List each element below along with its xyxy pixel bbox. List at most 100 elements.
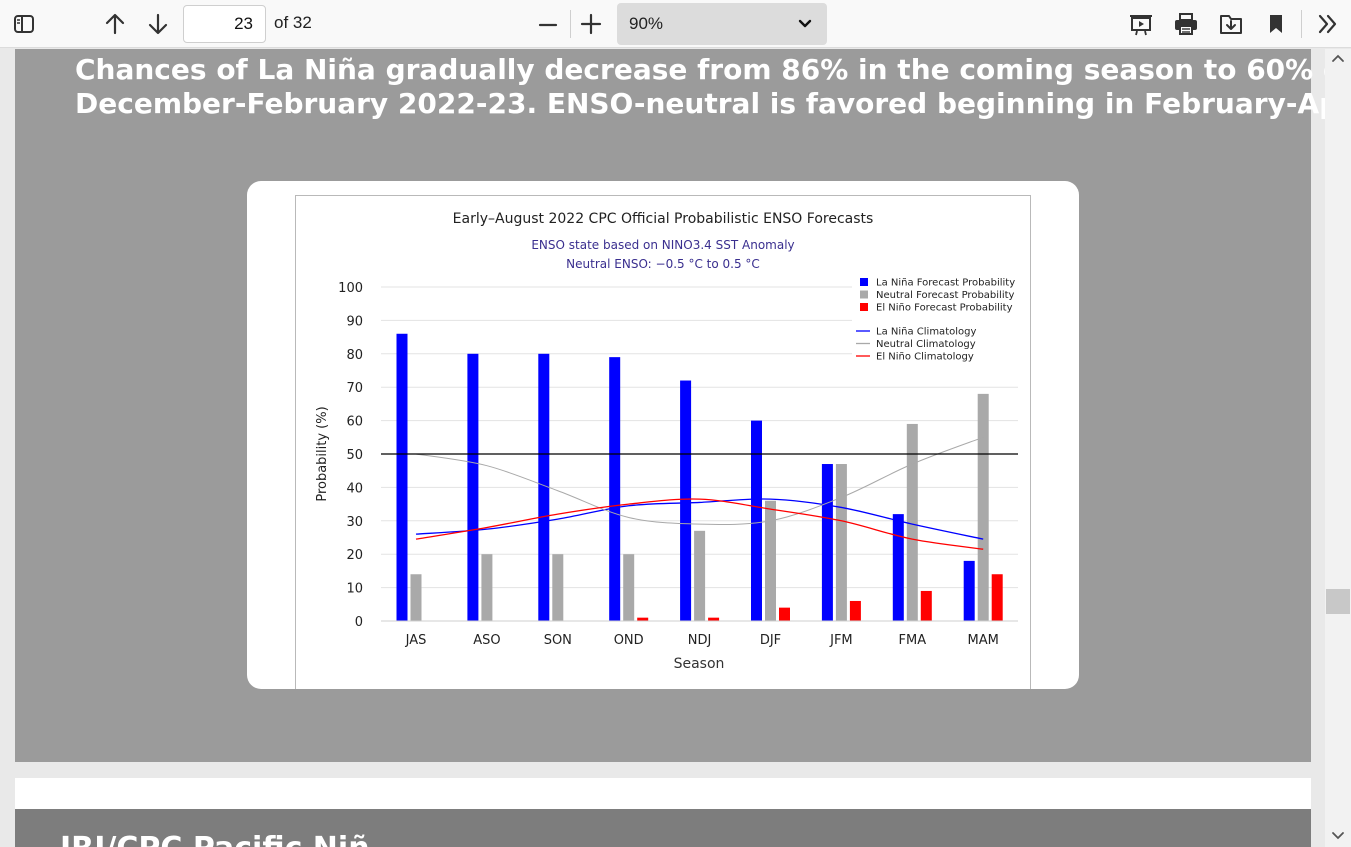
bookmark-button[interactable] (1260, 8, 1292, 40)
climatology-line (415, 498, 984, 540)
legend-label: La Niña Forecast Probability (876, 278, 1015, 289)
bar (835, 464, 847, 621)
y-tick-label: 80 (346, 348, 363, 363)
arrow-down-icon (148, 13, 168, 35)
line-layer (415, 436, 984, 550)
axis-layer: 0 10 20 30 40 50 60 70 80 90 100 JAS ASO SON OND NDJ DJF… (338, 281, 1018, 648)
x-tick-label: MAM (968, 633, 999, 648)
zoom-in-icon (580, 13, 602, 35)
bar (680, 380, 692, 621)
zoom-in-button[interactable] (575, 8, 607, 40)
scroll-up-icon[interactable] (1330, 51, 1346, 67)
zoom-select[interactable]: 90% (617, 3, 827, 45)
enso-forecast-chart: 0 10 20 30 40 50 60 70 80 90 100 JAS ASO SON OND NDJ DJF… (295, 195, 1031, 689)
bar (410, 574, 422, 621)
headline-line-2: December-February 2022-23. ENSO-neutral … (75, 87, 1325, 120)
bar (467, 353, 479, 621)
bar (892, 514, 904, 621)
sidebar-toggle-icon (14, 15, 34, 33)
y-tick-label: 70 (346, 381, 363, 396)
bar-layer (396, 333, 1003, 621)
y-tick-label: 90 (346, 314, 363, 329)
y-tick-label: 60 (346, 415, 363, 430)
legend-label: Neutral Climatology (876, 339, 976, 350)
chevron-down-icon (798, 19, 812, 28)
toolbar-divider (570, 10, 571, 38)
x-tick-label: OND (614, 633, 644, 648)
bar (481, 554, 493, 621)
present-icon (1130, 15, 1152, 36)
slide-headline: Chances of La Niña gradually decrease fr… (75, 53, 1325, 121)
y-axis-label: Probability (%) (315, 406, 330, 501)
y-tick-label: 40 (346, 481, 363, 496)
bar (623, 554, 635, 621)
bar (538, 353, 550, 621)
legend-label: El Niño Forecast Probability (876, 303, 1013, 314)
save-icon (1220, 15, 1242, 34)
legend-label: Neutral Forecast Probability (876, 290, 1015, 301)
chart-subtitle-1: ENSO state based on NINO3.4 SST Anomaly (531, 238, 794, 252)
climatology-line (415, 498, 984, 550)
print-button[interactable] (1170, 8, 1202, 40)
document-viewer[interactable]: Chances of La Niña gradually decrease fr… (0, 49, 1325, 847)
arrow-up-icon (105, 13, 125, 35)
page-number-input[interactable] (183, 5, 266, 43)
next-pdf-page: IRI/CPC Pacific Niñ (15, 778, 1311, 847)
chart-subtitle-2: Neutral ENSO: −0.5 °C to 0.5 °C (566, 257, 760, 271)
legend-background (852, 274, 1020, 360)
bar (849, 600, 861, 621)
y-tick-label: 20 (346, 548, 363, 563)
bar (977, 393, 989, 621)
bar (821, 464, 833, 621)
vertical-scrollbar[interactable] (1325, 49, 1351, 847)
chart-card: 0 10 20 30 40 50 60 70 80 90 100 JAS ASO SON OND NDJ DJF… (247, 181, 1079, 689)
bar (396, 333, 408, 621)
y-tick-label: 30 (346, 515, 363, 530)
pdf-toolbar: of 32 90% (0, 0, 1351, 48)
previous-page-button[interactable] (99, 8, 131, 40)
bookmark-icon (1270, 15, 1282, 33)
chart-title: Early–August 2022 CPC Official Probabili… (453, 211, 874, 227)
bar (708, 617, 720, 621)
page-count-label: of 32 (274, 13, 312, 32)
bar (779, 607, 790, 621)
present-button[interactable] (1125, 8, 1157, 40)
bar (637, 617, 649, 621)
next-page-button[interactable] (142, 8, 174, 40)
headline-line-1: Chances of La Niña gradually decrease fr… (75, 53, 1325, 86)
next-page-title: IRI/CPC Pacific Niñ (60, 831, 370, 847)
bar (991, 574, 1003, 621)
bar (609, 357, 621, 621)
legend-swatch (860, 290, 868, 299)
x-tick-label: SON (544, 633, 572, 648)
legend-label: El Niño Climatology (876, 352, 974, 363)
bar (552, 554, 564, 621)
scrollbar-thumb[interactable] (1326, 589, 1350, 614)
more-tools-icon (1318, 14, 1337, 34)
climatology-line (415, 436, 984, 526)
y-tick-label: 0 (355, 615, 363, 630)
legend-swatch (860, 278, 868, 286)
y-tick-label: 100 (338, 281, 363, 296)
sidebar-toggle-button[interactable] (8, 8, 40, 40)
zoom-value: 90% (629, 14, 664, 33)
zoom-out-button[interactable] (532, 8, 564, 40)
x-axis-label: Season (674, 656, 725, 672)
scroll-down-icon[interactable] (1330, 827, 1346, 843)
toolbar-divider (1301, 10, 1302, 38)
zoom-out-icon (538, 23, 558, 27)
legend-swatch (860, 303, 868, 311)
save-button[interactable] (1215, 8, 1247, 40)
bar (906, 423, 918, 621)
y-tick-label: 10 (346, 582, 363, 597)
bar (963, 560, 975, 621)
x-tick-label: DJF (760, 633, 781, 648)
x-tick-label: NDJ (688, 633, 712, 648)
bar (751, 420, 762, 621)
y-tick-label: 50 (346, 448, 363, 463)
next-page-header: IRI/CPC Pacific Niñ (15, 809, 1311, 847)
more-tools-button[interactable] (1312, 8, 1344, 40)
bar (694, 530, 706, 621)
x-tick-label: JAS (405, 633, 427, 648)
